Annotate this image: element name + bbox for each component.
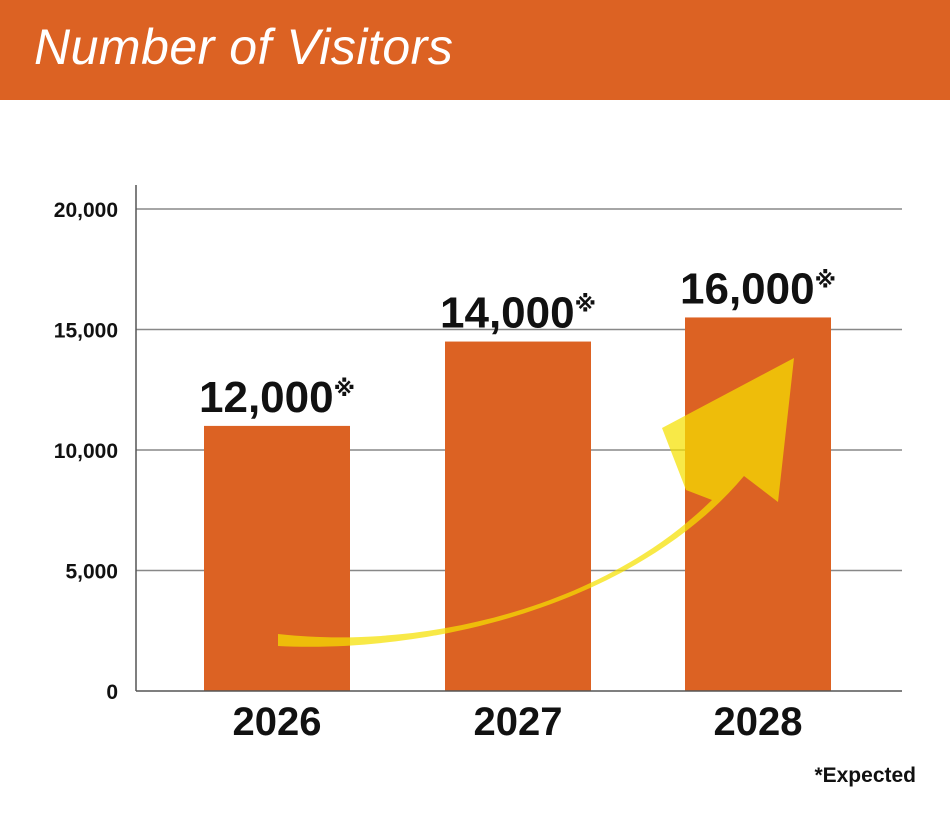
expected-footnote: *Expected [814, 764, 916, 787]
data-label: 12,000※ [199, 373, 355, 422]
bar-2027 [445, 341, 591, 691]
chart-title: Number of Visitors [34, 19, 454, 75]
y-tick-label: 10,000 [54, 440, 118, 463]
y-tick-label: 15,000 [54, 320, 118, 343]
x-tick-label: 2027 [474, 700, 563, 744]
trend-arrow-icon [278, 358, 794, 647]
y-tick-label: 0 [106, 681, 118, 704]
data-label: 14,000※ [440, 289, 596, 338]
x-tick-label: 2026 [233, 700, 322, 744]
x-tick-label: 2028 [714, 700, 803, 744]
y-tick-label: 5,000 [65, 561, 118, 584]
y-tick-label: 20,000 [54, 199, 118, 222]
bar-2028 [685, 317, 831, 691]
data-label: 16,000※ [680, 264, 836, 313]
bar-2026 [204, 425, 350, 691]
title-banner: Number of Visitors [0, 0, 950, 100]
